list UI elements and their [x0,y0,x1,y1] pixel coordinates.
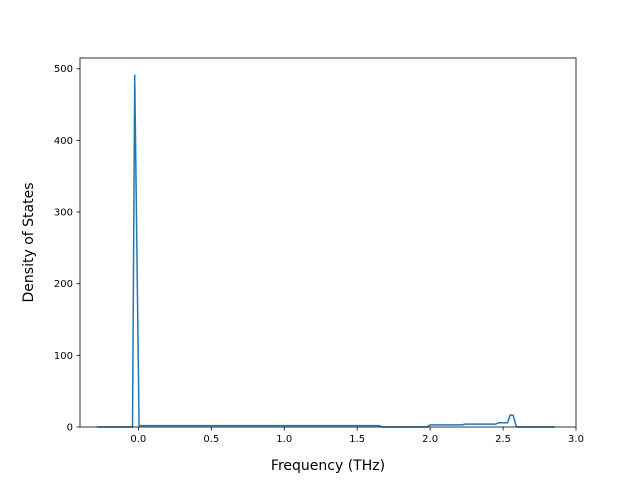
x-axis-ticks: 0.0 0.5 1.0 1.5 2.0 2.5 3.0 [130,427,584,445]
x-axis-label: Frequency (THz) [271,458,385,474]
y-axis-ticks: 0 100 200 300 400 500 [54,64,80,434]
y-tick-label: 200 [54,279,73,290]
y-tick-label: 500 [54,64,73,75]
x-tick-label: 0.0 [130,434,146,445]
y-axis-label: Density of States [21,183,37,303]
x-tick-label: 1.5 [349,434,365,445]
x-tick-label: 3.0 [568,434,584,445]
x-tick-label: 2.0 [422,434,438,445]
axes-frame [79,57,577,428]
x-tick-label: 0.5 [203,434,219,445]
dos-series-line-0 [96,74,555,428]
y-tick-label: 0 [67,423,73,434]
y-tick-label: 100 [54,351,73,362]
plot-area [96,74,555,428]
x-tick-label: 1.0 [276,434,292,445]
x-tick-label: 2.5 [495,434,511,445]
y-tick-label: 400 [54,136,73,147]
y-tick-label: 300 [54,208,73,219]
